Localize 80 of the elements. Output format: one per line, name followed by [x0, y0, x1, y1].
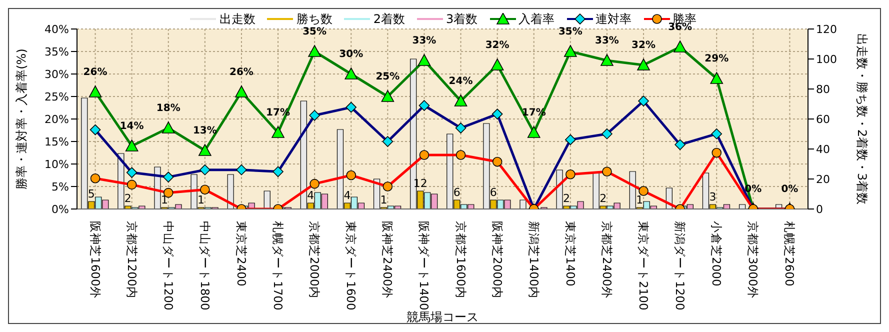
- data-label: 18%: [156, 103, 180, 114]
- bar: [264, 190, 270, 209]
- y-tick-label: 10%: [44, 158, 69, 171]
- data-label: 32%: [485, 40, 510, 51]
- y2-tick-label: 120: [816, 22, 837, 36]
- x-tick-label: 小倉芝2000: [710, 221, 724, 286]
- data-label: 14%: [120, 121, 144, 132]
- x-tick-label: 中山ダート1200: [161, 221, 176, 310]
- data-label: 1: [636, 194, 644, 206]
- data-label: 4: [344, 189, 351, 202]
- x-tick-label: 東京ダート2100: [636, 221, 651, 310]
- bar: [520, 200, 526, 209]
- y2-tick-label: 40: [816, 142, 830, 156]
- legend-label: 連対率: [596, 10, 632, 28]
- data-label: 35%: [558, 26, 582, 38]
- x-tick-label: 阪神芝2000内: [490, 221, 504, 298]
- y-tick-label: 25%: [44, 90, 69, 104]
- data-label: 1: [198, 194, 205, 206]
- y-axis-title: 勝率・連対率・入着率(%): [14, 48, 28, 190]
- y2-tick-label: 80: [816, 82, 830, 96]
- data-label: 2: [600, 192, 607, 205]
- data-label: 13%: [192, 126, 217, 136]
- y-tick-label: 30%: [44, 68, 69, 81]
- data-label: 32%: [632, 40, 656, 51]
- data-label: 6: [453, 186, 460, 199]
- data-label: 5: [88, 188, 95, 200]
- data-label: 35%: [302, 26, 327, 38]
- y2-axis-title: 出走数・勝ち数・2着数・3着数: [854, 33, 869, 205]
- legend-label: 2着数: [373, 10, 405, 28]
- data-label: 25%: [376, 72, 400, 82]
- x-tick-label: 京都芝3000外: [746, 221, 760, 298]
- y2-tick-label: 0: [816, 202, 823, 216]
- y2-tick-label: 20: [816, 172, 830, 186]
- legend-label: 出走数: [219, 10, 256, 28]
- y2-tick-label: 100: [816, 52, 837, 66]
- data-label: 2: [563, 192, 570, 205]
- x-tick-label: 札幌ダート1700: [271, 221, 286, 310]
- data-label: 1: [160, 194, 168, 206]
- data-label: 3: [709, 190, 716, 204]
- data-label: 6: [490, 186, 497, 199]
- data-label: 2: [124, 192, 132, 205]
- x-tick-label: 京都芝1200内: [124, 221, 139, 298]
- y-tick-label: 5%: [52, 180, 69, 194]
- x-tick-label: 阪神ダート1400: [417, 221, 432, 310]
- x-tick-label: 新潟ダート1200: [673, 221, 688, 310]
- bar: [227, 174, 234, 209]
- y-tick-label: 20%: [44, 112, 69, 126]
- x-tick-label: 阪神芝2400外: [380, 221, 395, 298]
- x-tick-label: 東京芝2400: [234, 221, 248, 286]
- x-tick-label: 中山ダート1800: [198, 221, 212, 310]
- x-tick-label: 阪神芝1600外: [88, 221, 102, 298]
- x-tick-label: 札幌芝2600: [782, 221, 797, 286]
- y2-tick-label: 60: [816, 112, 830, 126]
- x-tick-label: 京都芝2000内: [308, 221, 322, 298]
- data-label: 36%: [668, 22, 692, 33]
- bar: [686, 204, 694, 209]
- x-axis-title: 競馬場コース: [406, 310, 478, 324]
- data-label: 1: [380, 194, 388, 206]
- y-tick-label: 15%: [44, 135, 69, 148]
- data-label: 4: [307, 189, 314, 202]
- data-label: 29%: [704, 54, 729, 64]
- y-tick-label: 40%: [44, 22, 69, 36]
- data-label: 0%: [781, 184, 798, 195]
- data-label: 33%: [595, 36, 619, 46]
- bar: [738, 204, 746, 209]
- x-tick-label: 東京芝1400: [563, 221, 578, 286]
- x-tick-label: 東京ダート1600: [344, 221, 358, 310]
- data-label: 33%: [412, 36, 436, 46]
- x-tick-label: 京都芝1600内: [454, 221, 468, 298]
- data-label: 26%: [83, 67, 108, 78]
- y-tick-label: 35%: [44, 45, 69, 58]
- x-tick-label: 新潟芝1400内: [526, 221, 541, 298]
- data-label: 26%: [230, 67, 254, 78]
- legend-label: 入着率: [518, 10, 555, 28]
- legend-label: 3着数: [446, 10, 478, 28]
- legend-label: 勝ち数: [296, 10, 332, 27]
- data-label: 30%: [339, 49, 364, 60]
- y-tick-label: 0%: [52, 202, 69, 216]
- data-label: 24%: [448, 76, 473, 87]
- x-tick-label: 京都芝2400外: [600, 221, 614, 298]
